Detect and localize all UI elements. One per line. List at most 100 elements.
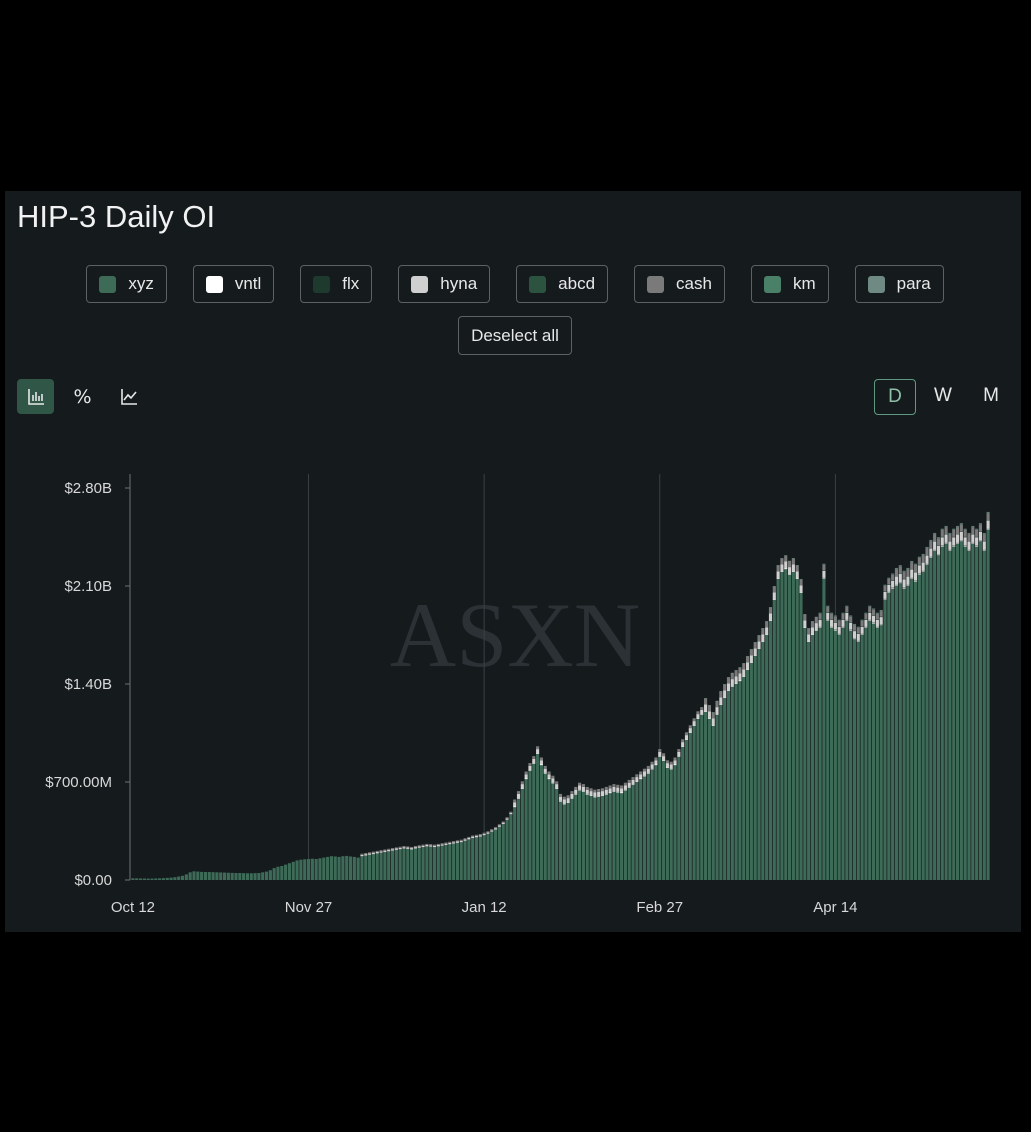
- bar-segment: [917, 574, 921, 880]
- legend-item[interactable]: abcd: [516, 265, 609, 303]
- bar-segment: [532, 763, 536, 880]
- bar-segment: [833, 630, 837, 880]
- bar-segment: [730, 672, 734, 674]
- bar-segment: [211, 872, 215, 880]
- period-button[interactable]: D: [874, 379, 916, 415]
- bar-segment: [929, 539, 933, 541]
- bar-segment: [845, 620, 849, 621]
- legend-swatch: [205, 275, 223, 293]
- legend-item[interactable]: cash: [634, 265, 725, 303]
- bar-segment: [440, 844, 444, 846]
- bar-segment: [730, 679, 734, 687]
- bar-segment: [497, 825, 501, 827]
- bar-segment: [524, 779, 528, 880]
- bar-segment: [845, 621, 849, 880]
- deselect-all-button[interactable]: Deselect all: [458, 316, 572, 355]
- bar-segment: [726, 677, 731, 684]
- bar-segment: [520, 789, 524, 880]
- bar-segment: [474, 834, 479, 836]
- bar-segment: [826, 620, 830, 621]
- bar-segment: [455, 841, 459, 843]
- bar-segment: [768, 613, 773, 621]
- bar-segment: [616, 791, 620, 793]
- legend-item[interactable]: hyna: [398, 265, 491, 303]
- bar-segment: [818, 612, 822, 614]
- bar-segment: [478, 835, 482, 837]
- bar-segment: [639, 778, 643, 780]
- bar-segment: [822, 579, 826, 880]
- bar-segment: [566, 798, 570, 803]
- bar-segment: [868, 620, 872, 621]
- bar-segment: [257, 873, 261, 880]
- bar-segment: [860, 619, 864, 621]
- bar-segment: [822, 563, 826, 565]
- bar-segment: [925, 564, 929, 565]
- bar-segment: [662, 761, 666, 880]
- bar-segment: [707, 705, 711, 706]
- bar-segment: [684, 739, 689, 740]
- bar-segment: [158, 878, 162, 880]
- bar-segment: [921, 553, 925, 555]
- bar-segment: [646, 772, 650, 774]
- bar-segment: [516, 798, 521, 799]
- bar-segment: [753, 648, 757, 656]
- bar-segment: [986, 511, 990, 513]
- bar-segment: [364, 855, 368, 880]
- period-button[interactable]: W: [934, 385, 952, 406]
- bar-segment: [452, 841, 456, 843]
- bar-segment: [719, 691, 723, 698]
- bar-segment: [379, 852, 383, 880]
- bar-segment: [226, 872, 230, 880]
- period-button[interactable]: M: [983, 385, 999, 406]
- bar-segment: [765, 621, 769, 622]
- legend-item[interactable]: para: [854, 265, 944, 303]
- bar-segment: [883, 584, 887, 586]
- bar-segment: [555, 784, 559, 789]
- bar-segment: [516, 793, 521, 799]
- legend-label: xyz: [128, 274, 154, 293]
- legend-label: abcd: [558, 274, 596, 293]
- bar-segment: [933, 532, 937, 534]
- bar-segment: [772, 586, 776, 593]
- bar-segment: [975, 537, 979, 546]
- line-view-button[interactable]: [110, 379, 147, 414]
- bar-view-button[interactable]: [17, 379, 54, 414]
- bar-segment: [494, 827, 498, 829]
- bar-segment: [967, 541, 971, 550]
- bar-segment: [959, 523, 963, 524]
- bar-segment: [875, 619, 879, 627]
- bar-segment: [807, 628, 811, 629]
- bar-segment: [482, 833, 486, 836]
- bar-segment: [837, 619, 841, 621]
- bar-segment: [578, 789, 582, 791]
- bar-segment: [765, 635, 769, 880]
- bar-segment: [203, 872, 208, 880]
- bar-segment: [749, 655, 753, 663]
- bar-segment: [795, 579, 799, 880]
- bar-segment: [505, 819, 509, 880]
- bar-segment: [738, 680, 742, 682]
- bar-segment: [528, 770, 532, 880]
- bar-segment: [982, 534, 986, 542]
- bar-segment: [933, 541, 937, 550]
- bar-segment: [784, 569, 788, 880]
- bar-segment: [780, 558, 784, 559]
- percent-view-button[interactable]: %: [73, 385, 92, 408]
- bar-segment: [772, 599, 776, 600]
- bar-segment: [368, 854, 372, 880]
- bar-segment: [623, 790, 627, 880]
- bar-segment: [131, 878, 135, 880]
- bar-segment: [371, 851, 375, 853]
- bar-segment: [383, 850, 387, 852]
- bar-segment: [746, 656, 750, 657]
- legend-item[interactable]: vntl: [192, 265, 275, 303]
- legend-item[interactable]: km: [750, 265, 829, 303]
- legend-item[interactable]: flx: [300, 265, 373, 303]
- legend-item[interactable]: xyz: [86, 265, 167, 303]
- bar-segment: [715, 707, 719, 715]
- bar-segment: [677, 749, 681, 752]
- bar-segment: [814, 623, 818, 631]
- bar-segment: [948, 541, 952, 550]
- bar-segment: [501, 821, 505, 823]
- bar-segment: [852, 631, 857, 639]
